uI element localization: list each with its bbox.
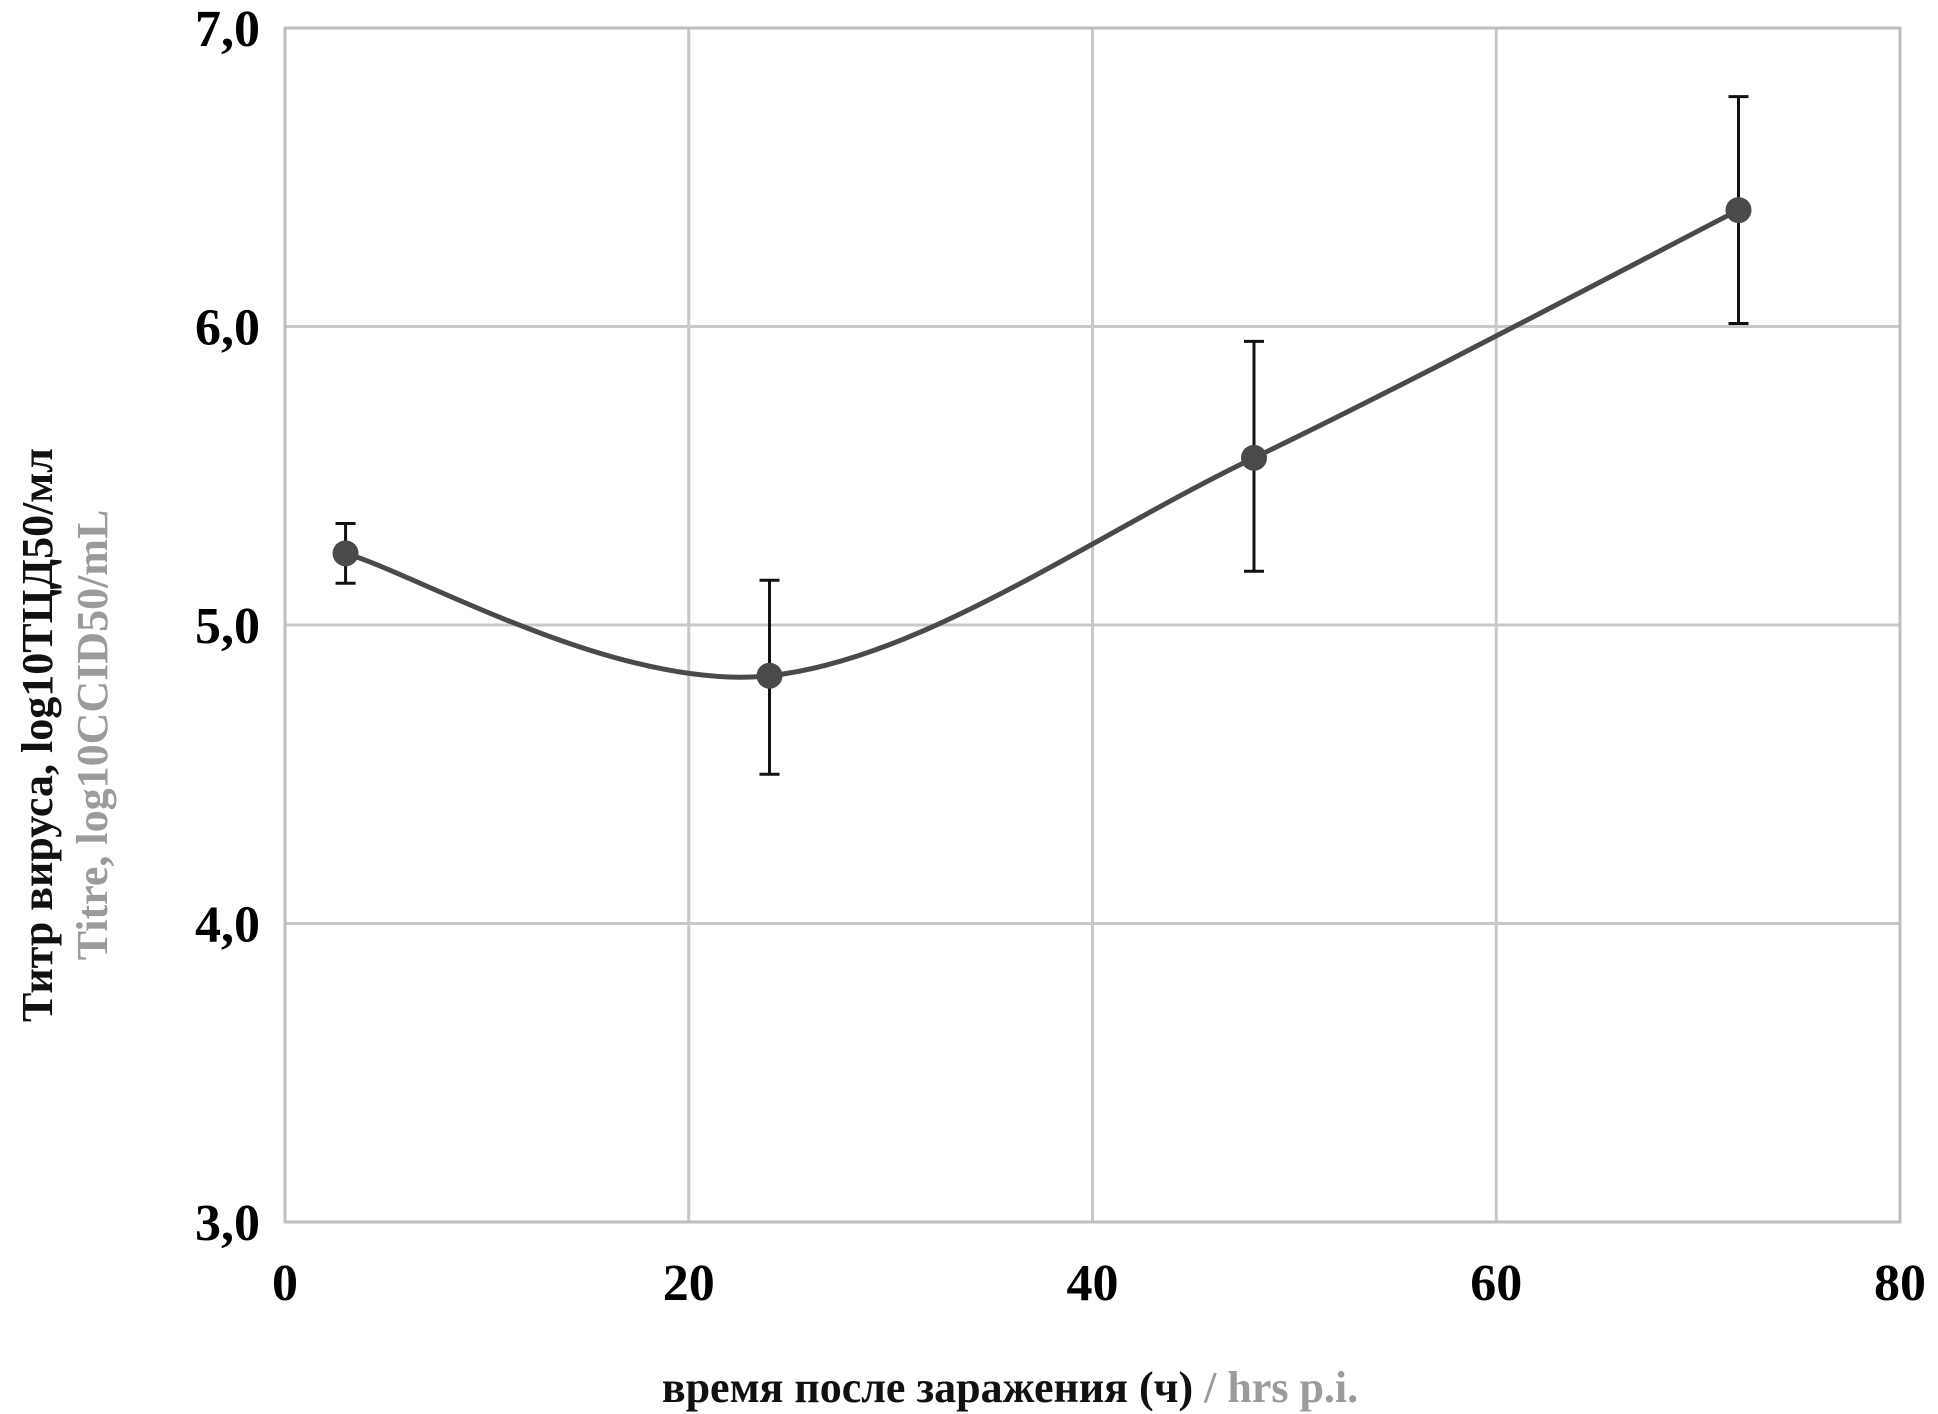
y-tick-label: 5,0 (195, 598, 260, 655)
x-axis-title-en: hrs p.i. (1227, 1363, 1358, 1412)
y-tick-label: 6,0 (195, 300, 260, 357)
x-tick-label: 40 (1067, 1255, 1119, 1312)
data-markers (332, 197, 1752, 689)
data-point (1725, 197, 1752, 224)
error-bars (335, 95, 1749, 776)
plot-area-frame (283, 26, 1902, 1224)
series-line (344, 207, 1740, 680)
y-tick-label: 7,0 (195, 1, 260, 58)
grid (283, 26, 1902, 1224)
x-axis-title-sep: / (1193, 1363, 1227, 1412)
x-axis-title: время после заражения (ч) / hrs p.i. (662, 1363, 1358, 1412)
data-point (756, 662, 783, 689)
data-point (1241, 444, 1267, 471)
y-axis-ticks: 3,0 4,0 5,0 6,0 7,0 (195, 1, 260, 1252)
x-axis-title-ru: время после заражения (ч) (662, 1363, 1193, 1412)
y-axis-title-ru: Титр вируса, log10ТЦД50/мл (13, 448, 62, 1022)
x-tick-label: 0 (272, 1255, 298, 1312)
y-tick-label: 3,0 (195, 1195, 260, 1252)
y-axis-title-group: Титр вируса, log10ТЦД50/мл Titre, log10C… (13, 448, 117, 1022)
x-tick-label: 80 (1874, 1255, 1926, 1312)
x-tick-label: 60 (1470, 1255, 1522, 1312)
data-point (332, 540, 359, 567)
y-tick-label: 4,0 (195, 897, 260, 954)
x-tick-label: 20 (663, 1255, 715, 1312)
y-axis-title-en: Titre, log10CCID50/mL (68, 510, 117, 961)
x-axis-ticks: 0 20 40 60 80 (272, 1255, 1926, 1312)
